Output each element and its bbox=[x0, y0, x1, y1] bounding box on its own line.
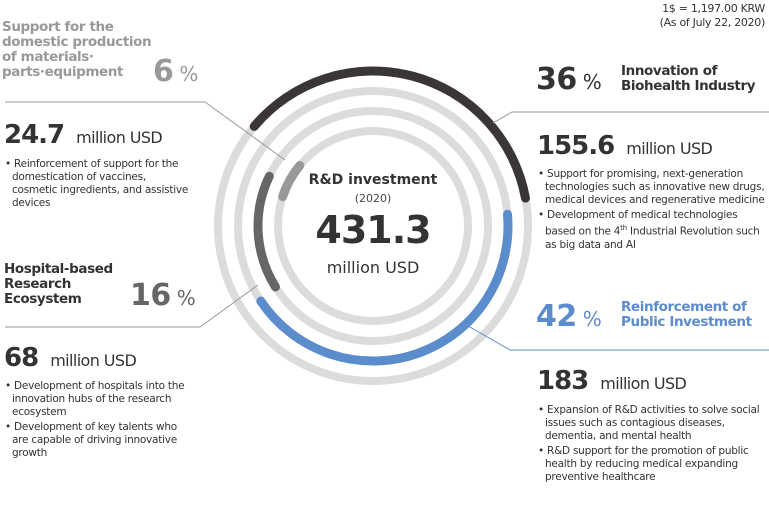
hospital-percent: 16% bbox=[130, 278, 196, 313]
biohealth-amount: 155.6 million USD bbox=[537, 131, 713, 161]
materials-label: Support for the domestic production of mat… bbox=[2, 19, 152, 80]
arc-biohealth bbox=[249, 66, 530, 203]
exchange-rate: 1$ = 1,197.00 KRW bbox=[662, 2, 765, 15]
biohealth-label: Innovation of Biohealth Industry bbox=[621, 63, 756, 94]
bullet: Development of hospitals into the innova… bbox=[4, 380, 194, 419]
bullet: Expansion of R&D activities to solve soc… bbox=[537, 404, 767, 443]
materials-percent: 6% bbox=[153, 54, 198, 89]
ring-track bbox=[274, 127, 472, 325]
center-total: 431.3 bbox=[315, 208, 431, 252]
exchange-rate-note: 1$ = 1,197.00 KRW (As of July 22, 2020) bbox=[659, 2, 766, 30]
bullet: Development of key talents who are capab… bbox=[4, 421, 194, 460]
leader-line-hospital bbox=[5, 284, 259, 328]
center-title: R&D investment bbox=[308, 172, 438, 188]
bullet: Development of medical technologies base… bbox=[537, 209, 767, 252]
leader-line-biohealth bbox=[492, 111, 769, 124]
leader-line-materials bbox=[5, 101, 286, 161]
hospital-bullets: Development of hospitals into the innova… bbox=[4, 380, 194, 462]
public-percent: 42% bbox=[536, 299, 602, 334]
public-amount: 183 million USD bbox=[537, 366, 687, 396]
materials-bullets: Reinforcement of support for the domesti… bbox=[4, 158, 194, 212]
biohealth-percent: 36% bbox=[536, 62, 602, 97]
center-year: (2020) bbox=[354, 192, 392, 205]
bullet: Reinforcement of support for the domesti… bbox=[4, 158, 194, 210]
bullet: R&D support for the promotion of public … bbox=[537, 445, 767, 484]
arc-materials bbox=[278, 160, 305, 202]
arc-hospital bbox=[253, 171, 280, 292]
hospital-label: Hospital-based Research Ecosystem bbox=[4, 261, 113, 307]
public-bullets: Expansion of R&D activities to solve soc… bbox=[537, 404, 767, 486]
exchange-date: (As of July 22, 2020) bbox=[659, 16, 766, 29]
leader-line-public bbox=[462, 322, 769, 351]
arc-public bbox=[256, 209, 513, 366]
materials-amount: 24.7 million USD bbox=[4, 120, 163, 150]
public-label: Reinforcement of Public Investment bbox=[621, 299, 752, 330]
center-unit: million USD bbox=[326, 258, 420, 277]
hospital-amount: 68 million USD bbox=[4, 343, 137, 373]
biohealth-bullets: Support for promising, next-generation t… bbox=[537, 168, 767, 254]
bullet: Support for promising, next-generation t… bbox=[537, 168, 767, 207]
